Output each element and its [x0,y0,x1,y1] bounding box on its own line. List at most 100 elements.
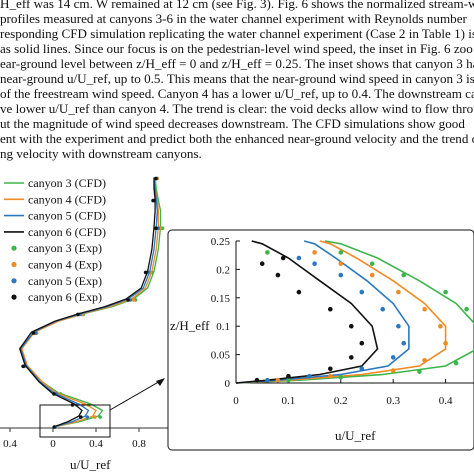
inset-exp-point [286,377,291,383]
paragraph-line: ng velocity with downstream canyons. [0,146,202,161]
inset-exp-point [401,340,407,346]
legend-label: canyon 6 (CFD) [28,225,106,239]
inset-y-label: z/H_eff [170,318,210,333]
paragraph-line: near-ground u/U_ref, up to 0.5. This mea… [0,71,474,86]
inset-x-tick-label: 0 [233,395,239,407]
inset-exp-point [338,375,344,380]
inset-x-label: u/U_ref [335,428,376,443]
inset-exp-point [390,368,396,373]
main-x-tick-label: 0 [50,438,56,450]
inset-exp-point [422,306,427,312]
legend-dot-swatch [11,245,17,251]
inset-cfd-line [235,240,379,384]
inset-y-tick-label: 0.15 [211,293,231,305]
zoom-arrowhead [156,378,165,386]
main-x-tick-label: 0.8 [132,438,146,450]
inset-exp-point [296,255,302,261]
legend-label: canyon 4 (Exp) [28,258,102,272]
inset-exp-point [380,306,386,312]
inset-exp-point [338,250,344,255]
legend-label: canyon 3 (Exp) [28,241,102,255]
paragraph-line: responding CFD simulation replicating th… [0,26,474,41]
inset-series [235,240,474,384]
inset-exp-point [254,377,260,383]
main-exp-point [154,176,158,181]
paragraph-line: as solid lines. Since our focus is on th… [0,41,473,56]
inset-exp-point [349,323,354,329]
inset-y-tick-label: 0.2 [216,264,230,276]
legend-label: canyon 3 (CFD) [28,176,106,190]
legend-dot-swatch [11,261,17,268]
inset-exp-point [312,261,317,267]
inset-y-tick-label: 0.1 [216,321,230,333]
zoom-box [39,404,111,438]
inset-exp-point [312,250,317,255]
inset-exp-point [396,289,401,295]
main-x-label: u/U_ref [70,457,111,472]
inset-exp-point [338,272,344,278]
legend-label: canyon 5 (CFD) [28,209,106,223]
inset-exp-point [422,358,427,363]
inset-exp-point [265,377,270,383]
main-exp-point [85,415,89,419]
main-exp-point [126,298,130,302]
inset-exp-point [369,261,375,267]
inset-y-tick-label: 0 [225,378,231,390]
main-exp-point [79,415,83,419]
inset-exp-point [453,360,459,366]
inset-exp-point [359,366,365,372]
main-exp-point [52,425,56,429]
main-plot-series [18,176,165,429]
legend-label: canyon 5 (Exp) [28,274,102,288]
main-exp-point [76,312,80,317]
main-exp-point [31,331,36,335]
inset-exp-point [265,250,270,255]
paragraph-line: of the freestream wind speed. Canyon 4 h… [0,86,474,101]
inset-exp-point [390,355,396,360]
inset-exp-point [396,323,401,329]
inset-x-tick-label: 0.2 [334,395,348,407]
inset-cfd-line [235,240,410,384]
inset-exp-point [328,366,333,372]
inset-exp-point [275,377,281,383]
inset-exp-point [286,373,291,379]
inset-exp-point [443,340,448,346]
inset-cfd-line [235,240,447,384]
inset-y-tick-label: 0.05 [211,350,231,362]
paragraph-line: ear-ground level between z/H_eff = 0 and… [0,56,474,71]
inset-exp-point [328,373,333,379]
main-x-tick-label: 0.4 [3,438,17,450]
main-x-tick-label: 0.4 [89,438,103,450]
inset-exp-point [296,289,302,295]
inset-exp-point [280,255,286,261]
inset-exp-point [417,369,422,374]
inset-frame [167,229,474,451]
inset-x-tick-label: 0.1 [282,395,296,407]
inset-exp-point [338,261,344,267]
inset-exp-point [307,373,312,379]
inset-exp-point [369,272,375,278]
legend-dot-swatch [11,278,17,284]
inset-exp-point [401,272,407,278]
main-exp-point [98,415,102,419]
inset-y-tick-label: 0.25 [211,236,231,248]
inset-exp-point [464,306,469,312]
paragraph-line: profiles measured at canyons 3-6 in the … [0,11,467,26]
paragraph-line: H_eff was 14 cm. W remained at 12 cm (se… [0,0,474,11]
main-exp-point [151,198,155,203]
inset-axes: 0 0.05 0.1 0.15 0.2 0.25 0 0.1 0.2 0.3 0.4 [211,236,474,407]
inset-exp-point [359,340,365,346]
main-exp-point [93,415,97,419]
inset-exp-point [359,289,365,295]
inset-exp-point [275,272,281,278]
paragraph-line: ut the magnitude of wind speed decreases… [0,116,465,131]
inset-x-tick-label: 0.4 [439,395,453,407]
paragraph-line: ent with the experiment and predict both… [0,131,474,146]
inset-exp-point [328,306,333,312]
legend-label: canyon 4 (CFD) [28,192,106,206]
zoom-arrow [109,379,163,411]
legend: canyon 3 (CFD) canyon 4 (CFD) canyon 5 (CF… [4,176,106,304]
main-exp-point [154,226,158,230]
inset-cfd-line [235,240,474,384]
